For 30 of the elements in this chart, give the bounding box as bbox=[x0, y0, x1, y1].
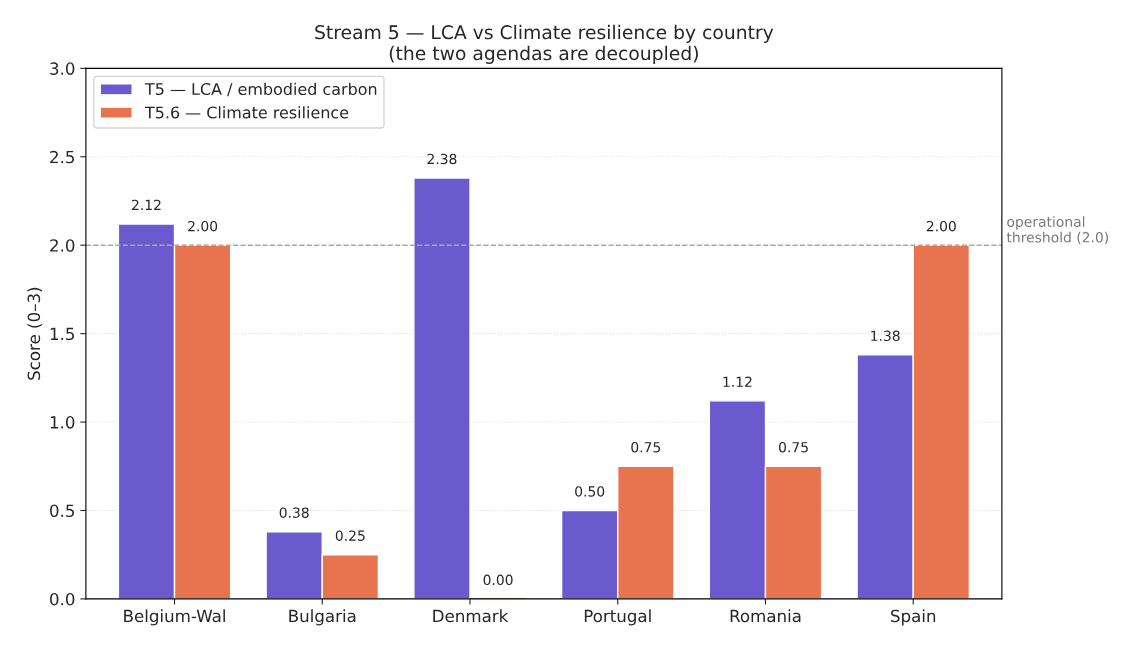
x-tick-label: Spain bbox=[891, 609, 936, 626]
data-label: 0.25 bbox=[335, 530, 365, 541]
x-tick-label: Denmark bbox=[433, 609, 509, 623]
data-label: 2.38 bbox=[427, 153, 457, 165]
data-label: 0.50 bbox=[575, 486, 605, 497]
ref-line-label: operational threshold (2.0) bbox=[1006, 216, 1108, 245]
data-label: 1.12 bbox=[723, 376, 752, 387]
data-label: 2.00 bbox=[188, 220, 218, 232]
data-label: 0.75 bbox=[631, 441, 661, 453]
legend-label: T5 — LCA / embodied carbon bbox=[144, 82, 377, 97]
x-tick-label: Portugal bbox=[584, 609, 651, 626]
data-label: 0.38 bbox=[279, 507, 309, 518]
chart-title: Stream 5 — LCA vs Climate resilience by country (the two agendas are decoupled) bbox=[315, 24, 774, 64]
data-label: 1.38 bbox=[871, 330, 900, 342]
y-tick-label: 0.0 bbox=[50, 592, 75, 606]
data-label: 2.00 bbox=[926, 220, 956, 232]
data-label: 2.12 bbox=[132, 199, 161, 210]
x-tick-label: Bulgaria bbox=[289, 609, 356, 626]
y-tick-label: 0.5 bbox=[50, 504, 74, 518]
y-tick-label: 1.5 bbox=[50, 327, 74, 341]
x-tick-label: Romania bbox=[730, 609, 801, 623]
y-axis-title: Score (0–3) bbox=[27, 287, 43, 380]
x-tick-label: Belgium-Wal bbox=[124, 609, 225, 626]
y-tick-label: 1.0 bbox=[50, 416, 75, 429]
y-tick-label: 2.0 bbox=[50, 239, 75, 252]
y-tick-label: 2.5 bbox=[50, 150, 74, 164]
data-label: 0.00 bbox=[483, 574, 513, 586]
data-label: 0.75 bbox=[779, 441, 808, 453]
y-tick-label: 3.0 bbox=[50, 62, 75, 75]
legend-label: T5.6 — Climate resilience bbox=[144, 106, 349, 119]
